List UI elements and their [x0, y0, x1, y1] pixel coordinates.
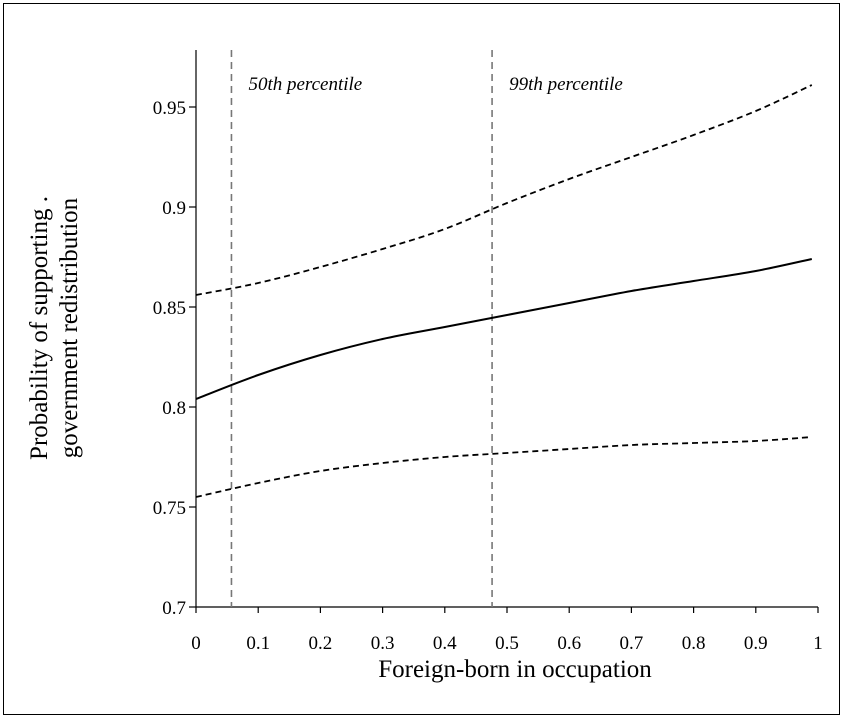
x-tick-label: 1 [813, 633, 823, 654]
y-tick-label: 0.85 [153, 298, 186, 319]
percentile-annotation: 99th percentile [509, 74, 623, 95]
x-tick-label: 0.6 [557, 633, 581, 654]
x-tick-label: 0.7 [620, 633, 644, 654]
x-tick-label: 0.2 [309, 633, 333, 654]
lower-bound-line [195, 436, 812, 498]
x-tick-label: 0.3 [371, 633, 395, 654]
axes [189, 50, 819, 613]
reference-lines: 50th percentile 99th percentile [230, 50, 623, 607]
x-tick-label: 0 [191, 633, 201, 654]
y-tick-label: 0.75 [153, 498, 186, 519]
upper-bound-line [195, 84, 813, 296]
x-tick-label: 0.9 [744, 633, 768, 654]
y-tick-label: 0.7 [162, 598, 186, 619]
x-axis-label: Foreign-born in occupation [378, 656, 652, 683]
percentile-annotation: 50th percentile [248, 74, 362, 95]
estimate-line [195, 258, 813, 400]
x-tick-label: 0.8 [682, 633, 706, 654]
x-tick-label: 0.1 [246, 633, 270, 654]
x-tick-label: 0.4 [433, 633, 457, 654]
y-tick-label: 0.8 [162, 398, 186, 419]
series-lines [195, 84, 813, 498]
y-tick-label: 0.9 [162, 198, 186, 219]
y-axis-label-line1: Probability of supporting . [26, 196, 53, 460]
y-tick-label: 0.95 [153, 98, 186, 119]
tick-labels: 0.7 0.75 0.8 0.85 0.9 0.95 0 0.1 0.2 0.3 0.4 0.5 0.6… [153, 98, 823, 654]
chart-frame [3, 3, 840, 715]
y-axis-label-line2: government redistribution [56, 197, 83, 458]
x-tick-label: 0.5 [495, 633, 519, 654]
